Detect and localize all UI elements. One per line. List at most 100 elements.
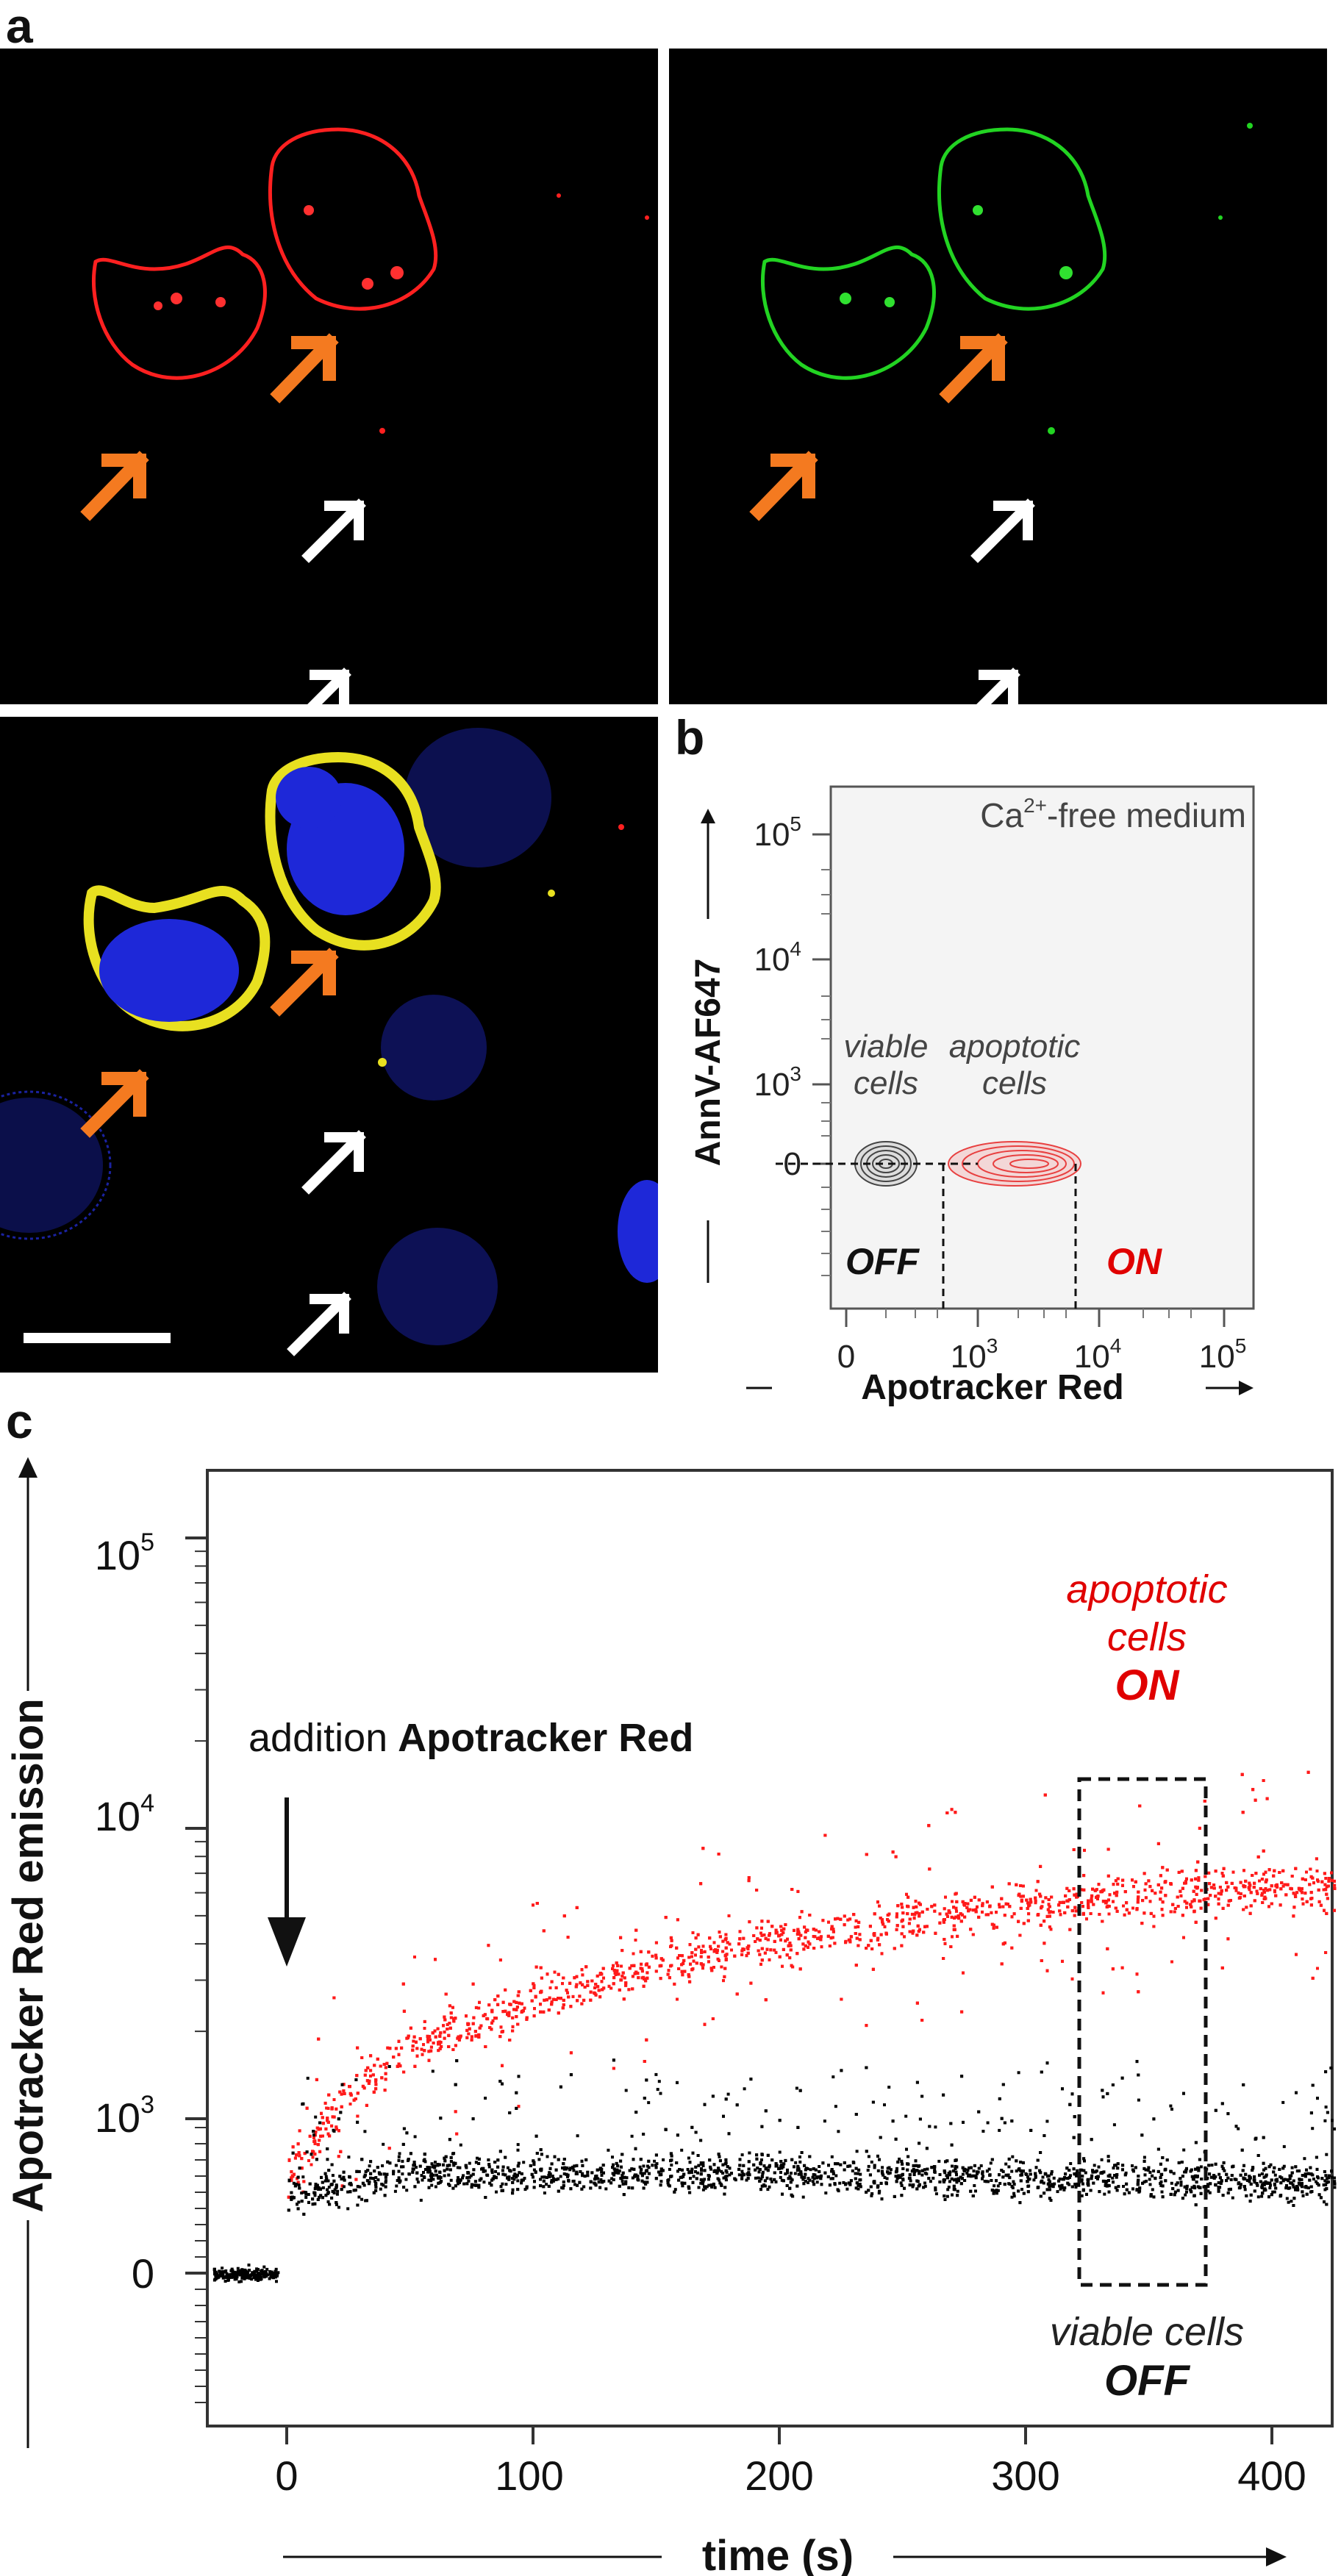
apoptotic-cell-point: [1151, 1889, 1154, 1892]
apoptotic-cell-point: [1259, 1887, 1262, 1891]
apoptotic-cell-point: [594, 1983, 598, 1986]
apoptotic-cell-point: [800, 1910, 804, 1914]
apoptotic-cell-point: [918, 1912, 921, 1915]
viable-cell-point: [433, 2166, 437, 2169]
apoptotic-cell-point: [318, 2127, 322, 2130]
viable-cell-point: [522, 2161, 526, 2164]
apoptotic-cell-point: [1315, 1857, 1318, 1861]
scale-bar: [24, 1333, 171, 1343]
apoptotic-cell-point: [1299, 1889, 1303, 1892]
viable-cell-point: [429, 2174, 432, 2178]
apoptotic-cell-point: [319, 2134, 323, 2138]
viable-cell-point: [866, 2169, 870, 2172]
apoptotic-cell-point: [730, 1948, 733, 1952]
apoptotic-cell-point: [312, 2140, 316, 2143]
viable-cell-point: [255, 2276, 259, 2280]
apoptotic-cell-point: [755, 1889, 759, 1892]
viable-cell-point: [382, 2142, 385, 2146]
viable-cell-point: [430, 2172, 433, 2176]
viable-cell-point: [621, 2176, 625, 2180]
apoptotic-cell-point: [354, 2097, 357, 2100]
apoptotic-cell-point: [782, 1927, 786, 1931]
apoptotic-cell-point: [1134, 1880, 1137, 1883]
viable-cell-point: [655, 2162, 659, 2166]
viable-cell-point: [1103, 2192, 1106, 2196]
apoptotic-cell-point: [644, 1963, 648, 1967]
viable-cell-point: [986, 2121, 990, 2125]
apoptotic-cell-point: [368, 2079, 371, 2083]
apoptotic-cell-point: [508, 2039, 512, 2042]
apoptotic-cell-point: [1003, 1941, 1006, 1944]
apoptotic-cell-point: [1185, 1901, 1189, 1905]
apoptotic-cell-point: [532, 1986, 536, 1989]
apoptotic-cell-point: [692, 1959, 695, 1963]
apoptotic-cell-point: [470, 2038, 473, 2042]
apoptotic-cell-point: [1317, 1900, 1321, 1903]
apoptotic-cell-point: [1195, 1892, 1198, 1896]
apoptotic-cell-point: [1179, 1894, 1183, 1897]
apoptotic-cell-point: [383, 2089, 387, 2092]
apoptotic-cell-point: [483, 2013, 487, 2017]
apoptotic-cell-point: [1164, 1894, 1167, 1897]
apoptotic-cell-point: [290, 2178, 293, 2182]
viable-cell-point: [643, 2172, 646, 2175]
apoptotic-cell-point: [789, 1944, 793, 1947]
apoptotic-cell-point: [914, 1911, 918, 1915]
apoptotic-cell-point: [1018, 1892, 1021, 1896]
viable-cell-point: [423, 2168, 427, 2171]
viable-cell-point: [870, 2194, 873, 2197]
apoptotic-cell-point: [819, 1935, 823, 1939]
apoptotic-cell-point: [876, 1938, 879, 1942]
apoptotic-cell-point: [798, 1967, 802, 1971]
apoptotic-cell-point: [812, 1947, 816, 1950]
viable-cell-point: [572, 2169, 576, 2172]
apoptotic-cell-point: [957, 1917, 961, 1920]
apoptotic-cell-point: [590, 1979, 594, 1983]
viable-cell-point: [1182, 2148, 1186, 2152]
apoptotic-cell-point: [1227, 1899, 1231, 1903]
apoptotic-cell-point: [1309, 1891, 1313, 1895]
apoptotic-cell-point: [320, 2111, 323, 2115]
viable-cell-point: [212, 2267, 216, 2271]
viable-cell-point: [268, 2277, 271, 2280]
apoptotic-cell-point: [701, 1967, 704, 1970]
viable-cell-point: [995, 2189, 998, 2192]
apoptotic-cell-point: [882, 1922, 885, 1926]
y-axis-label: AnnV-AF647: [689, 809, 728, 1283]
micrograph-green-channel: [669, 49, 1327, 704]
viable-cell-point: [1298, 2169, 1301, 2172]
apoptotic-cell-point: [386, 2046, 390, 2050]
viable-cell-point: [1323, 2119, 1327, 2122]
viable-cell-point: [1011, 2155, 1015, 2158]
apoptotic-cell-point: [1131, 1906, 1134, 1910]
apoptotic-cell-point: [384, 2078, 387, 2081]
apoptotic-cell-point: [454, 2110, 457, 2114]
viable-cell-point: [1269, 2183, 1272, 2187]
apoptotic-cell-point: [912, 1917, 916, 1920]
gate-lines: [776, 1162, 1077, 1309]
apoptotic-cell-point: [602, 1986, 606, 1990]
apoptotic-cell-point: [298, 2154, 301, 2158]
viable-cell-point: [1206, 2183, 1209, 2186]
apoptotic-cell-point: [397, 2053, 401, 2056]
viable-cell-point: [1300, 2178, 1304, 2181]
apoptotic-cell-point: [1221, 1874, 1225, 1878]
viable-cell-point: [923, 2184, 927, 2188]
apoptotic-cell-point: [742, 1936, 745, 1940]
apoptotic-cell-point: [1050, 1895, 1054, 1899]
apoptotic-cell-point: [532, 2014, 536, 2018]
apoptotic-cell-point: [945, 1912, 948, 1916]
viable-cell-point: [405, 2189, 409, 2192]
viable-cell-point: [1052, 2176, 1056, 2180]
viable-cell-point: [889, 2168, 893, 2172]
apoptotic-cell-point: [1309, 1867, 1312, 1871]
apoptotic-cell-point: [1283, 1883, 1287, 1886]
viable-cell-point: [722, 2176, 726, 2180]
apoptotic-cell-point: [1096, 1897, 1099, 1900]
viable-cell-point: [248, 2269, 251, 2272]
apoptotic-cell-point: [723, 1954, 727, 1958]
viable-cell-point: [798, 2160, 802, 2164]
apoptotic-cell-point: [943, 1942, 947, 1945]
apoptotic-cell-point: [707, 1956, 710, 1959]
apoptotic-cell-point: [995, 1911, 998, 1914]
